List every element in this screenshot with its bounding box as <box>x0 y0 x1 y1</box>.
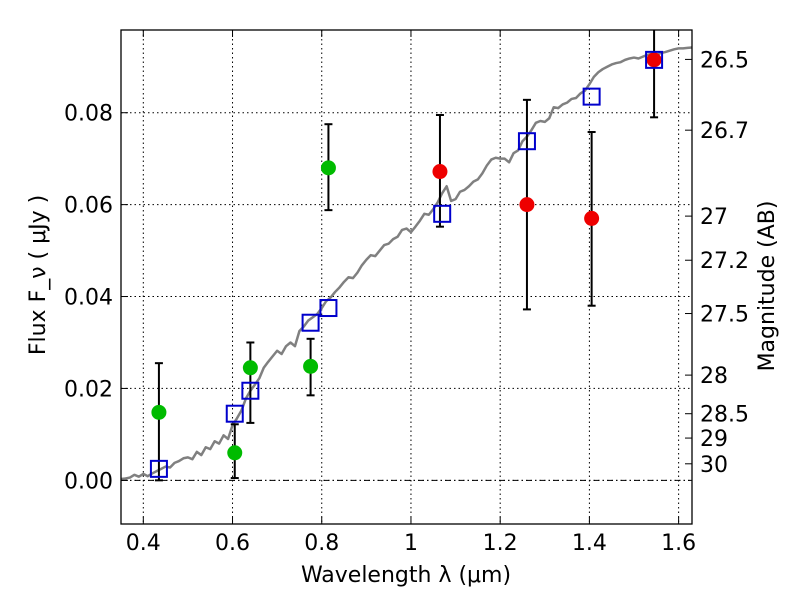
y-tick-label: 0.08 <box>64 102 113 127</box>
model-flux-square <box>301 313 320 332</box>
model-flux-square <box>517 132 536 151</box>
red-data-point <box>432 164 448 180</box>
magnitude-tick-label: 27.5 <box>700 303 749 328</box>
x-tick-label: 0.6 <box>215 531 250 556</box>
green-data-point <box>227 445 243 461</box>
green-data-point <box>320 160 336 176</box>
green-data-point <box>303 358 319 374</box>
axis-ticks <box>121 30 692 524</box>
model-flux-square <box>225 404 244 423</box>
model-flux-square <box>241 381 260 400</box>
plot-frame <box>120 29 693 525</box>
model-flux-square <box>319 299 338 318</box>
red-data-point <box>584 210 600 226</box>
magnitude-tick-label: 29 <box>700 427 728 452</box>
green-data-point <box>242 360 258 376</box>
data-markers <box>149 30 664 482</box>
y-right-axis-title: Magnitude (AB) <box>755 201 780 372</box>
y-tick-label: 0.06 <box>64 194 113 219</box>
magnitude-tick-label: 26.7 <box>700 119 749 144</box>
y-tick-label: 0.00 <box>64 469 113 494</box>
grid-lines <box>121 30 692 524</box>
x-tick-label: 1.6 <box>661 531 696 556</box>
x-tick-label: 0.4 <box>126 531 161 556</box>
model-flux-square <box>582 87 601 106</box>
model-flux-square <box>645 50 664 69</box>
model-spectrum <box>121 46 692 481</box>
magnitude-tick-label: 27.2 <box>700 249 749 274</box>
x-tick-label: 1.4 <box>572 531 607 556</box>
y-axis-title: Flux F_ν ( μJy ) <box>26 195 51 355</box>
x-tick-label: 1.2 <box>483 531 518 556</box>
model-flux-square <box>149 459 168 478</box>
model-spectrum-line <box>121 46 692 481</box>
green-data-point <box>151 404 167 420</box>
x-tick-label: 0.8 <box>304 531 339 556</box>
magnitude-tick-label: 26.5 <box>700 48 749 73</box>
magnitude-tick-label: 28.5 <box>700 403 749 428</box>
model-flux-square <box>433 204 452 223</box>
x-tick-label: 1 <box>404 531 418 556</box>
magnitude-tick-label: 27 <box>700 205 728 230</box>
x-axis-title: Wavelength λ (μm) <box>301 563 511 588</box>
y-tick-label: 0.04 <box>64 286 113 311</box>
y-tick-label: 0.02 <box>64 377 113 402</box>
magnitude-tick-label: 28 <box>700 364 728 389</box>
red-data-point <box>646 52 662 68</box>
tick-labels: 0.4 0.6 0.8 1 1.2 1.4 1.6 0.00 0.02 0.04 0.06 0.08 2… <box>64 48 749 556</box>
magnitude-tick-label: 30 <box>700 453 728 478</box>
red-data-point <box>519 197 535 213</box>
